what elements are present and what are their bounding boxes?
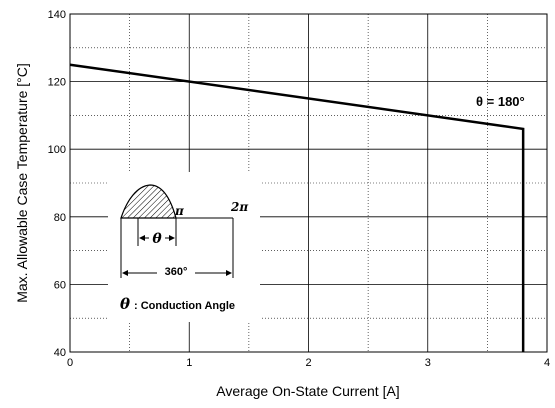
series-line (69, 63, 525, 352)
curve-label: θ = 180° (476, 94, 525, 109)
period-label-bg (157, 263, 195, 278)
series-group (69, 63, 525, 352)
y-tick-label: 140 (48, 9, 66, 21)
y-tick-label: 40 (54, 347, 66, 359)
period-label: 360° (165, 266, 188, 278)
tick-labels: 0 1 2 3 4 40 60 80 100 120 140 (48, 9, 550, 369)
x-tick-label: 4 (544, 357, 550, 369)
y-tick-label: 120 (48, 77, 66, 89)
x-tick-label: 2 (305, 357, 311, 369)
y-tick-label: 80 (54, 212, 66, 224)
conduction-angle-diagram: θ 360° π 2π θ : Conduction Angle (108, 172, 260, 322)
pi-label: π (174, 204, 184, 218)
x-axis-label: Average On-State Current [A] (216, 383, 399, 399)
plot-border (69, 13, 548, 353)
sine-segment (120, 184, 177, 219)
y-tick-label: 100 (48, 144, 66, 156)
y-axis-label: Max. Allowable Case Temperature [°C] (14, 63, 30, 303)
legend-symbol: θ (120, 295, 130, 313)
x-tick-label: 0 (67, 357, 73, 369)
theta-label-bg (149, 229, 165, 245)
x-tick-label: 1 (186, 357, 192, 369)
legend-text: : Conduction Angle (134, 300, 235, 312)
y-tick-label: 60 (54, 279, 66, 291)
two-pi-label: 2π (230, 200, 248, 214)
theta-label: θ (152, 231, 162, 247)
x-tick-label: 3 (425, 357, 431, 369)
